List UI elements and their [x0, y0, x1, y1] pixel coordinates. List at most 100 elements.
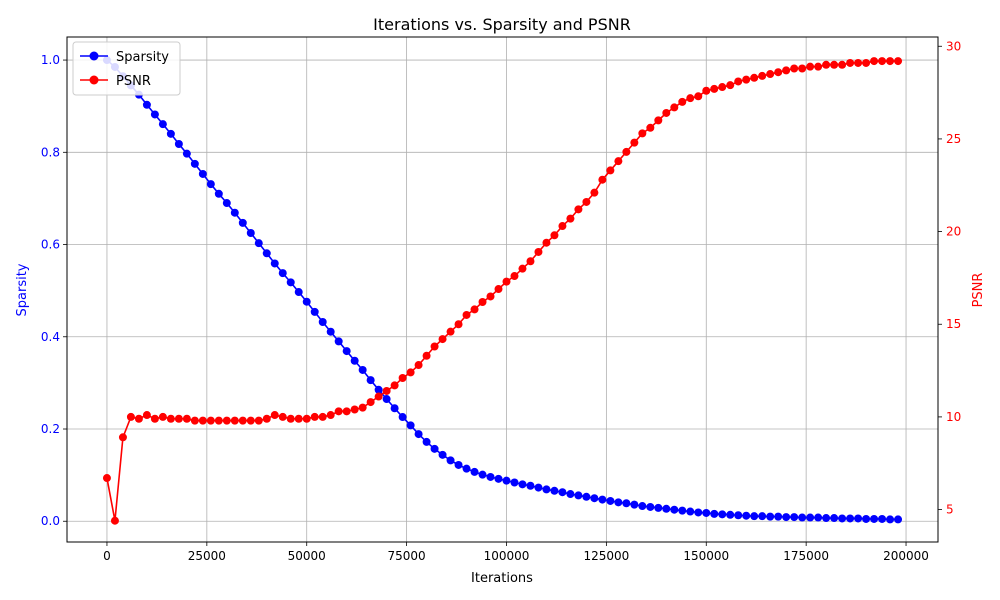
x-tick-label: 125000	[583, 549, 629, 563]
psnr-point	[606, 166, 615, 175]
sparsity-point	[774, 512, 783, 521]
sparsity-point	[550, 486, 559, 495]
psnr-point	[838, 60, 847, 69]
psnr-point	[814, 62, 823, 71]
sparsity-point	[526, 481, 535, 490]
y-right-tick-label: 30	[946, 39, 961, 53]
x-axis: 0 25000 50000 75000 100000 125000 150000 175000…	[103, 542, 929, 563]
sparsity-point	[830, 514, 839, 523]
legend-sparsity-label: Sparsity	[116, 50, 169, 65]
psnr-point	[214, 416, 223, 425]
sparsity-point	[214, 189, 223, 198]
sparsity-point	[142, 100, 151, 109]
y-left-tick-label: 0.2	[41, 422, 60, 436]
sparsity-point	[286, 278, 295, 287]
y-right-tick-label: 5	[946, 503, 954, 517]
psnr-point	[614, 157, 623, 166]
sparsity-point	[518, 480, 527, 489]
sparsity-point	[478, 470, 487, 479]
psnr-point	[134, 414, 143, 423]
psnr-point	[806, 62, 815, 71]
sparsity-point	[814, 513, 823, 522]
psnr-point	[550, 231, 559, 240]
psnr-point	[646, 123, 655, 132]
sparsity-point	[366, 376, 375, 385]
psnr-point	[238, 416, 247, 425]
y-right-tick-label: 10	[946, 410, 961, 424]
psnr-point	[894, 57, 903, 66]
y-axis-left-label: Sparsity	[15, 263, 30, 316]
psnr-point	[782, 66, 791, 75]
legend: Sparsity PSNR	[72, 41, 181, 96]
y-left-tick-label: 0.0	[41, 514, 60, 528]
psnr-point	[190, 416, 199, 425]
psnr-point	[678, 97, 687, 106]
sparsity-point	[438, 450, 447, 459]
psnr-point	[318, 412, 327, 421]
legend-psnr-label: PSNR	[116, 74, 151, 89]
y-left-tick-label: 0.8	[41, 145, 60, 159]
psnr-point	[886, 57, 895, 66]
sparsity-point	[582, 492, 591, 501]
psnr-point	[230, 416, 239, 425]
x-tick-label: 175000	[783, 549, 829, 563]
sparsity-point	[758, 512, 767, 521]
psnr-point	[598, 175, 607, 184]
sparsity-point	[702, 508, 711, 517]
psnr-point	[702, 86, 711, 95]
psnr-point	[142, 411, 151, 420]
psnr-point	[102, 474, 111, 483]
sparsity-point	[494, 474, 503, 483]
sparsity-point	[310, 307, 319, 316]
legend-psnr-marker	[89, 75, 99, 85]
psnr-point	[630, 138, 639, 147]
psnr-point	[262, 414, 271, 423]
sparsity-point	[174, 140, 183, 148]
sparsity-point	[790, 513, 799, 522]
psnr-point	[542, 238, 551, 247]
sparsity-point	[318, 318, 327, 327]
sparsity-point	[262, 249, 271, 258]
x-tick-label: 100000	[484, 549, 530, 563]
psnr-point	[766, 70, 775, 79]
sparsity-point	[342, 347, 351, 356]
y-right-tick-label: 20	[946, 225, 961, 239]
chart-title: Iterations vs. Sparsity and PSNR	[373, 15, 631, 34]
psnr-point	[270, 411, 279, 420]
psnr-point	[462, 310, 471, 319]
psnr-point	[654, 116, 663, 125]
sparsity-point	[374, 385, 383, 394]
sparsity-point	[270, 259, 279, 268]
sparsity-point	[734, 511, 743, 520]
psnr-point	[734, 77, 743, 86]
psnr-point	[486, 292, 495, 301]
psnr-point	[406, 368, 415, 377]
sparsity-point	[630, 500, 639, 509]
sparsity-point	[390, 404, 399, 413]
sparsity-point	[294, 288, 303, 297]
psnr-point	[742, 75, 751, 84]
sparsity-point	[766, 512, 775, 521]
psnr-point	[150, 414, 159, 423]
sparsity-point	[742, 511, 751, 520]
sparsity-point	[326, 327, 335, 336]
x-tick-label: 25000	[188, 549, 226, 563]
sparsity-point	[534, 483, 543, 492]
psnr-point	[118, 433, 127, 442]
psnr-point	[302, 414, 311, 423]
psnr-point	[174, 414, 183, 423]
sparsity-point	[358, 365, 367, 374]
sparsity-point	[246, 229, 255, 237]
psnr-point	[870, 57, 879, 66]
sparsity-point	[406, 421, 415, 430]
sparsity-point	[422, 437, 431, 446]
psnr-point	[182, 414, 191, 423]
sparsity-point	[486, 472, 495, 481]
sparsity-point	[382, 395, 391, 404]
sparsity-point	[886, 515, 895, 524]
sparsity-point	[686, 507, 695, 516]
y-axis-right: 5 10 15 20 25 30	[938, 39, 961, 517]
sparsity-point	[822, 514, 831, 523]
sparsity-point	[710, 509, 719, 518]
